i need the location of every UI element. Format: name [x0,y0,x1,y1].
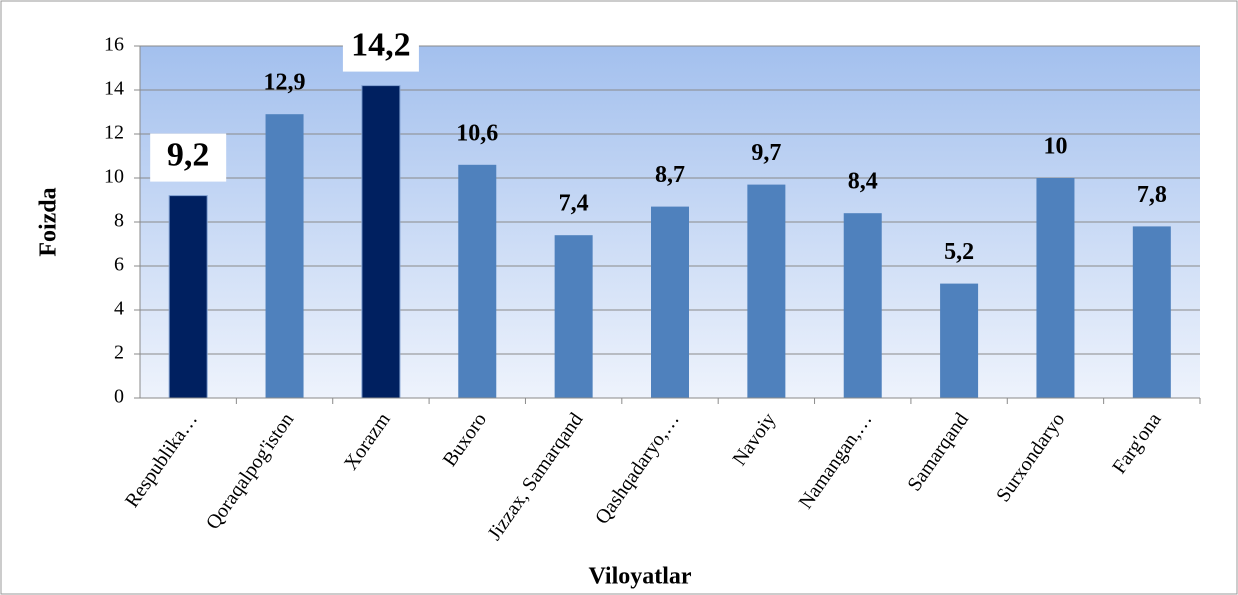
value-label: 8,4 [848,169,878,195]
y-axis-title: Foizda [36,187,62,256]
bar [843,213,882,398]
y-tick-label: 8 [114,210,124,232]
label-background [342,23,419,72]
value-label: 9,7 [751,140,781,166]
value-label: 10 [1043,134,1067,160]
value-label: 12,9 [264,70,306,96]
y-tick-label: 10 [104,166,124,188]
value-label: 7,4 [559,191,589,217]
value-label: 5,2 [944,239,974,265]
y-tick-label: 0 [114,386,124,408]
bar [651,206,689,398]
bar [265,114,304,398]
bar [361,85,401,399]
bar [940,283,979,398]
y-tick-label: 2 [114,342,124,364]
bar [747,184,786,398]
value-label: 14,2 [351,26,411,63]
y-tick-label: 14 [104,78,124,100]
y-tick-label: 6 [114,254,124,276]
y-tick-label: 16 [104,34,124,56]
bar [168,195,208,399]
x-axis-title: Viloyatlar [588,564,691,590]
bar [1036,178,1075,398]
value-label: 10,6 [456,120,498,146]
value-label: 9,2 [167,136,210,173]
label-background [150,133,227,182]
y-tick-label: 12 [104,122,124,144]
value-label: 8,7 [655,162,685,188]
bar [458,164,497,398]
bar [1132,226,1171,398]
y-tick-label: 4 [114,298,124,320]
value-label: 7,8 [1137,182,1167,208]
bar [554,235,593,398]
